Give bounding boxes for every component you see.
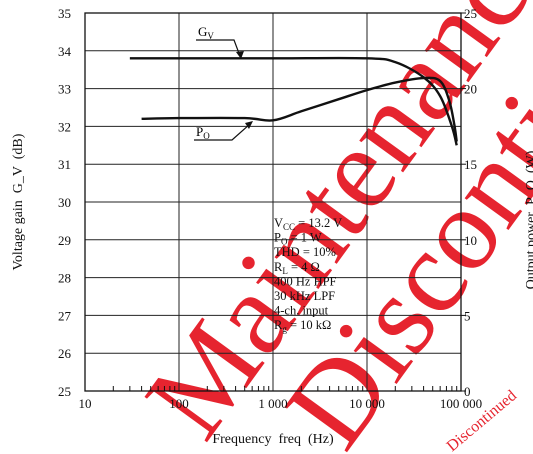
y-right-axis-label: Output power P_O (W) — [524, 150, 533, 289]
gv-label: GV — [198, 24, 214, 41]
condition-line: 30 kHz LPF — [274, 289, 335, 303]
y-left-tick-label: 28 — [58, 271, 71, 286]
condition-line: 400 Hz HPF — [274, 274, 337, 288]
minor-ticks — [112, 12, 466, 392]
y-right-tick-label: 5 — [464, 308, 471, 323]
y-right-tick-label: 20 — [464, 82, 477, 97]
plot-frame — [84, 12, 462, 392]
y-left-tick-labels: 25 26 27 28 29 30 31 32 33 34 35 — [58, 6, 72, 399]
series-line-gv — [129, 56, 458, 146]
y-left-tick-label: 31 — [58, 157, 71, 172]
y-left-tick-label: 29 — [58, 233, 71, 248]
x-tick-labels: 10 100 1 000 10 000 100 000 — [79, 396, 483, 411]
y-right-tick-label: 0 — [464, 384, 471, 399]
x-tick-label: 10 000 — [349, 396, 385, 411]
condition-line: THD = 10% — [274, 245, 336, 259]
condition-line: Rg = 10 kΩ — [274, 318, 331, 334]
series-line-po — [141, 76, 458, 142]
condition-line: RL = 4 Ω — [274, 260, 320, 276]
series-group — [129, 56, 458, 146]
y-left-tick-label: 35 — [58, 6, 71, 21]
y-left-axis-label: Voltage gain G_V (dB) — [11, 133, 26, 270]
y-left-tick-label: 25 — [58, 384, 71, 399]
po-callout-arrow — [245, 121, 253, 129]
y-left-tick-label: 30 — [58, 195, 71, 210]
x-axis-label: Frequency freq (Hz) — [212, 432, 334, 447]
po-label: PO — [196, 124, 210, 141]
y-left-tick-label: 33 — [58, 82, 71, 97]
y-right-tick-label: 10 — [464, 233, 477, 248]
condition-line: 4-ch. input — [274, 304, 329, 318]
condition-line: PO = 1 W — [274, 231, 322, 247]
y-right-tick-labels: 0 5 10 15 20 25 — [464, 6, 477, 399]
gv-callout-line — [196, 39, 241, 57]
y-right-tick-label: 15 — [464, 157, 477, 172]
grid — [85, 13, 461, 391]
po-callout-line — [194, 123, 251, 141]
y-left-tick-label: 27 — [58, 308, 72, 323]
y-right-tick-label: 25 — [464, 6, 477, 21]
x-tick-label: 1 000 — [258, 396, 287, 411]
y-left-tick-label: 34 — [58, 44, 72, 59]
condition-line: VCC = 13.2 V — [274, 216, 342, 232]
y-left-tick-label: 32 — [58, 119, 71, 134]
x-tick-label: 100 — [169, 396, 189, 411]
series-callouts: GV PO — [194, 24, 253, 141]
y-left-tick-label: 26 — [58, 346, 72, 361]
x-tick-label: 10 — [79, 396, 92, 411]
gv-callout-arrow — [236, 51, 244, 59]
x-tick-label: 100 000 — [440, 396, 482, 411]
